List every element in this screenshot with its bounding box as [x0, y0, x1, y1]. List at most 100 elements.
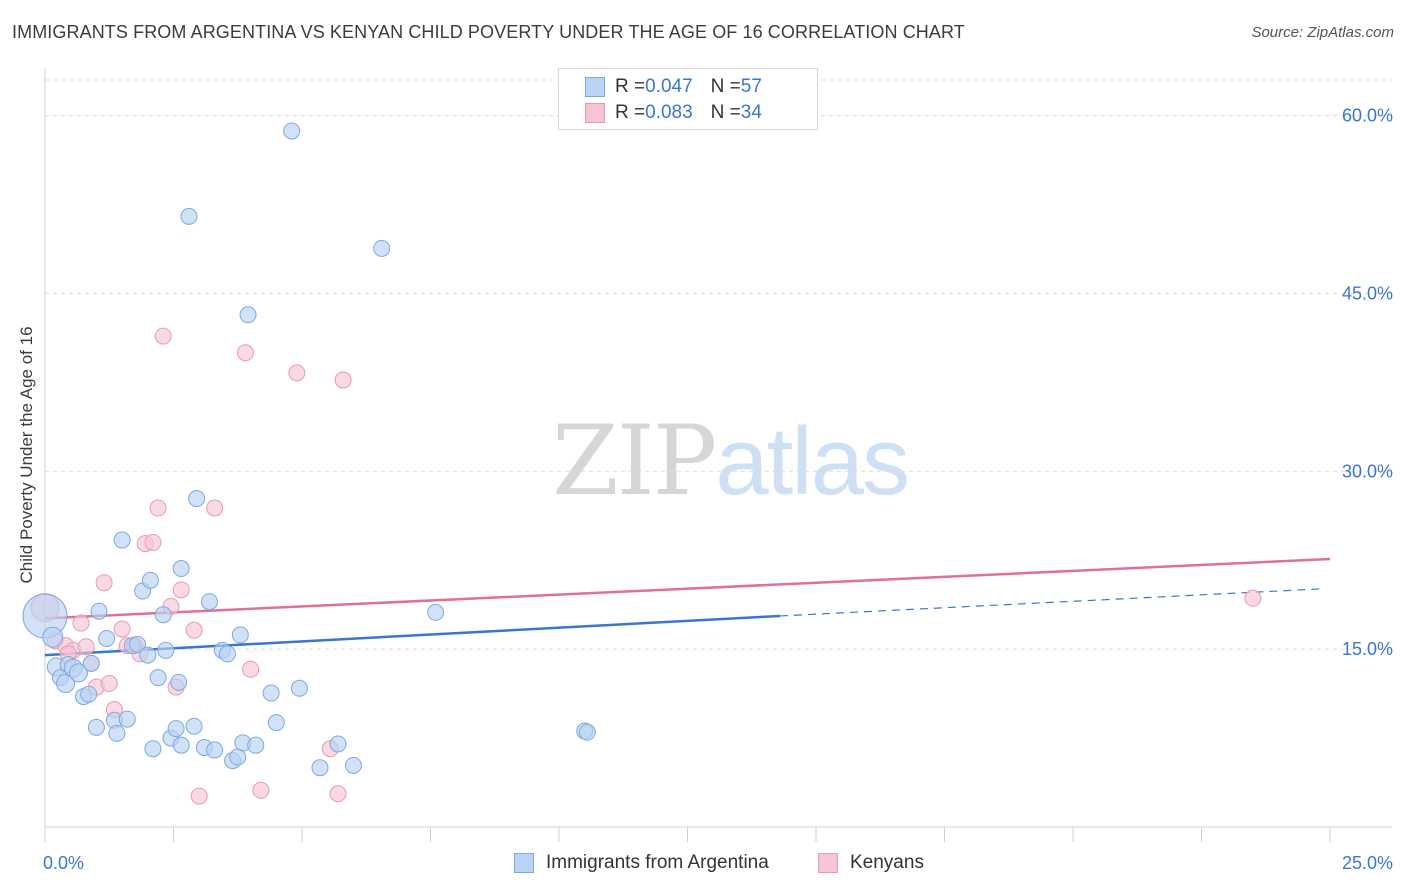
point-kenyans [113, 620, 131, 638]
point-kenyans [334, 371, 352, 389]
point-argentina [247, 736, 265, 754]
point-argentina [113, 531, 131, 549]
point-argentina [108, 724, 126, 742]
point-argentina [141, 571, 159, 589]
point-argentina [427, 603, 445, 621]
point-argentina [290, 679, 308, 697]
r-value: 0.083 [645, 102, 693, 123]
point-argentina [149, 669, 167, 687]
point-argentina [200, 593, 218, 611]
legend-item-argentina[interactable]: Immigrants from Argentina [514, 852, 769, 874]
legend-swatch-blue [585, 77, 605, 97]
point-kenyans [288, 364, 306, 382]
legend-swatch-blue [514, 853, 534, 873]
point-argentina [283, 122, 301, 140]
trend-line-argentina-extension [779, 588, 1325, 617]
point-argentina [68, 663, 88, 683]
point-argentina [262, 684, 280, 702]
r-value: 0.047 [645, 76, 693, 97]
point-kenyans [149, 499, 167, 517]
point-argentina [144, 740, 162, 758]
y-tick-label: 30.0% [1342, 461, 1393, 481]
point-argentina [129, 635, 147, 653]
point-argentina [56, 674, 76, 694]
legend-label-argentina: Immigrants from Argentina [546, 852, 769, 873]
point-argentina [80, 685, 98, 703]
point-kenyans [72, 614, 90, 632]
point-kenyans [100, 675, 118, 693]
legend-label-kenyans: Kenyans [850, 852, 924, 873]
grid-lines [45, 79, 1392, 650]
point-argentina [172, 736, 190, 754]
n-label: N = [710, 102, 741, 123]
x-tick-label: 25.0% [1342, 853, 1393, 873]
source-credit: Source: ZipAtlas.com [1251, 24, 1394, 41]
point-argentina [167, 720, 185, 738]
trend-line-kenyans [44, 557, 1331, 620]
point-argentina [139, 646, 157, 664]
point-kenyans [154, 327, 172, 345]
point-argentina [154, 606, 172, 624]
x-axis-ticks [44, 827, 1331, 842]
point-argentina [218, 645, 236, 663]
stats-row-kenyans: R = 0.083 N = 34 [585, 101, 762, 125]
legend-item-kenyans[interactable]: Kenyans [818, 852, 924, 874]
axes [44, 68, 1392, 828]
watermark: ZIPatlas [552, 405, 910, 517]
point-kenyans [252, 781, 270, 799]
point-argentina [267, 714, 285, 732]
point-argentina [311, 759, 329, 777]
stats-row-argentina: R = 0.047 N = 57 [585, 75, 762, 99]
point-kenyans [144, 533, 162, 551]
point-kenyans [1244, 589, 1262, 607]
point-argentina [373, 239, 391, 257]
chart-title: IMMIGRANTS FROM ARGENTINA VS KENYAN CHIL… [12, 22, 965, 42]
point-argentina [172, 560, 190, 578]
point-argentina [229, 748, 247, 766]
y-tick-label: 15.0% [1342, 639, 1393, 659]
y-tick-label: 45.0% [1342, 283, 1393, 303]
watermark-zip: ZIP [552, 405, 717, 517]
n-value: 57 [740, 76, 762, 97]
r-label: R = [615, 102, 646, 123]
x-tick-label: 0.0% [43, 853, 84, 873]
point-kenyans [206, 499, 224, 517]
point-kenyans [242, 660, 260, 678]
point-argentina [180, 207, 198, 225]
point-argentina [185, 717, 203, 735]
n-label: N = [710, 76, 741, 97]
series-legend: Immigrants from Argentina Kenyans [0, 852, 1406, 878]
point-argentina [329, 735, 347, 753]
point-argentina [170, 673, 188, 691]
point-kenyans [95, 574, 113, 592]
point-kenyans [77, 638, 95, 656]
n-value: 34 [740, 102, 762, 123]
y-tick-label: 60.0% [1342, 106, 1393, 126]
point-argentina [344, 756, 362, 774]
point-argentina [188, 490, 206, 508]
point-argentina [90, 602, 108, 620]
point-argentina [239, 306, 257, 324]
r-label: R = [615, 76, 646, 97]
y-tick-labels: 15.0% 30.0% 45.0% 60.0% [1342, 106, 1393, 660]
watermark-atlas: atlas [715, 408, 910, 515]
point-kenyans [190, 787, 208, 805]
point-argentina [231, 626, 249, 644]
point-argentina [206, 741, 224, 759]
point-argentina [157, 641, 175, 659]
x-tick-labels: 0.0% 25.0% [43, 853, 1393, 873]
point-argentina [98, 629, 116, 647]
point-argentina [87, 718, 105, 736]
legend-swatch-pink [818, 853, 838, 873]
point-argentina [118, 710, 136, 728]
point-kenyans [185, 621, 203, 639]
stats-legend: R = 0.047 N = 57 R = 0.083 N = 34 [558, 68, 818, 130]
data-points [22, 122, 1262, 805]
legend-swatch-pink [585, 103, 605, 123]
point-kenyans [172, 581, 190, 599]
point-argentina [82, 654, 100, 672]
point-kenyans [329, 785, 347, 803]
point-kenyans [236, 344, 254, 362]
point-argentina [42, 626, 64, 648]
